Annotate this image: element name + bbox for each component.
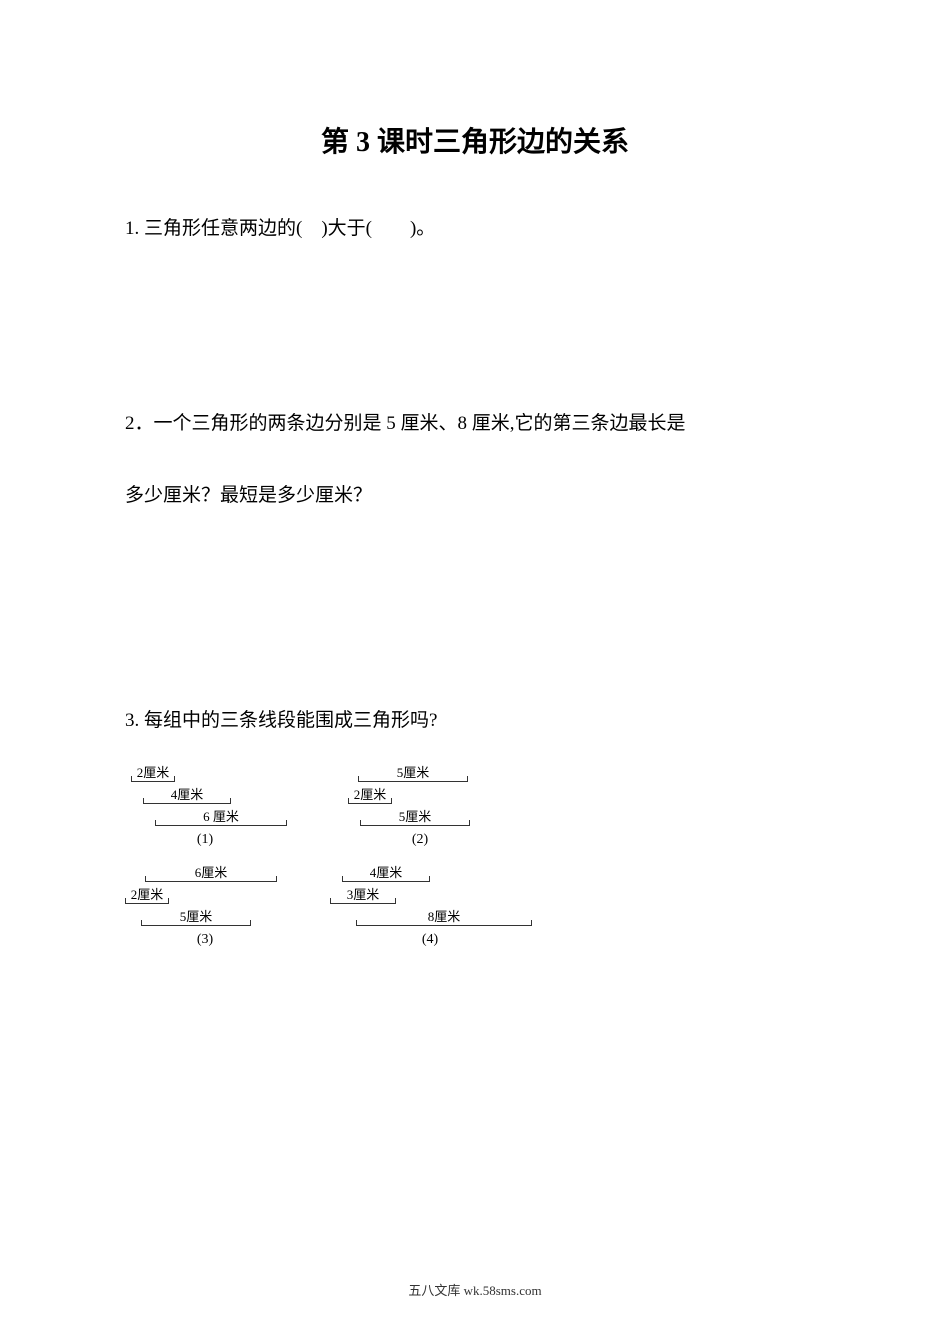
- group-number: (4): [330, 932, 530, 948]
- segment-label: 6 厘米: [155, 806, 287, 825]
- segment-label: 5厘米: [358, 762, 468, 781]
- segment-group-3: 6厘米 2厘米 5厘米 (3): [125, 860, 315, 948]
- segment-label: 3厘米: [330, 884, 396, 903]
- segment-line: 2厘米: [131, 764, 175, 782]
- group-number: (2): [330, 832, 510, 848]
- segment-row: 2厘米: [125, 760, 175, 782]
- segment-label: 5厘米: [141, 906, 251, 925]
- segment-label: 2厘米: [348, 784, 392, 803]
- segment-line: 2厘米: [348, 786, 392, 804]
- segment-row: 5厘米: [330, 804, 470, 826]
- q2-line1: 2．一个三角形的两条边分别是 5 厘米、8 厘米,它的第三条边最长是: [125, 413, 686, 434]
- segment-label: 8厘米: [356, 906, 532, 925]
- segment-line: 6厘米: [145, 864, 277, 882]
- group-number: (1): [125, 832, 285, 848]
- segment-group-4: 4厘米 3厘米 8厘米 (4): [330, 860, 530, 948]
- question-1: 1. 三角形任意两边的( )大于( )。: [125, 210, 825, 248]
- segment-line: 6 厘米: [155, 808, 287, 826]
- question-2: 2．一个三角形的两条边分别是 5 厘米、8 厘米,它的第三条边最长是 多少厘米？…: [125, 388, 825, 532]
- segment-line: 4厘米: [143, 786, 231, 804]
- segment-group-1: 2厘米 4厘米 6 厘米 (1): [125, 760, 315, 848]
- segment-label: 6厘米: [145, 862, 277, 881]
- segment-line: 5厘米: [141, 908, 251, 926]
- segment-row: 5厘米: [330, 760, 468, 782]
- segment-line: 3厘米: [330, 886, 396, 904]
- segment-label: 2厘米: [125, 884, 169, 903]
- segment-row: 3厘米: [330, 882, 396, 904]
- segment-label: 4厘米: [342, 862, 430, 881]
- segment-label: 5厘米: [360, 806, 470, 825]
- segment-row: 6 厘米: [125, 804, 287, 826]
- question-3: 3. 每组中的三条线段能围成三角形吗?: [125, 702, 825, 740]
- segment-line: 5厘米: [358, 764, 468, 782]
- segment-row: 8厘米: [330, 904, 532, 926]
- segment-row: 5厘米: [125, 904, 251, 926]
- segment-row: 6厘米: [125, 860, 277, 882]
- segment-row: 4厘米: [125, 782, 231, 804]
- segment-group-2: 5厘米 2厘米 5厘米 (2): [330, 760, 530, 848]
- segments-diagram: 2厘米4厘米6 厘米(1) 5厘米2厘米5厘米(2) 6厘米2厘米5厘米(3) …: [125, 760, 825, 948]
- segment-label: 4厘米: [143, 784, 231, 803]
- segment-row: 2厘米: [125, 882, 169, 904]
- segment-line: 5厘米: [360, 808, 470, 826]
- segment-line: 4厘米: [342, 864, 430, 882]
- page-content: 第 3 课时三角形边的关系 1. 三角形任意两边的( )大于( )。 2．一个三…: [0, 0, 950, 988]
- group-number: (3): [125, 932, 285, 948]
- segment-row: 4厘米: [330, 860, 430, 882]
- segment-line: 8厘米: [356, 908, 532, 926]
- footer-text: 五八文库 wk.58sms.com: [0, 1280, 950, 1299]
- q2-line2: 多少厘米？最短是多少厘米？: [125, 485, 372, 506]
- lesson-title: 第 3 课时三角形边的关系: [125, 120, 825, 160]
- segment-label: 2厘米: [131, 762, 175, 781]
- segment-line: 2厘米: [125, 886, 169, 904]
- segment-row: 2厘米: [330, 782, 392, 804]
